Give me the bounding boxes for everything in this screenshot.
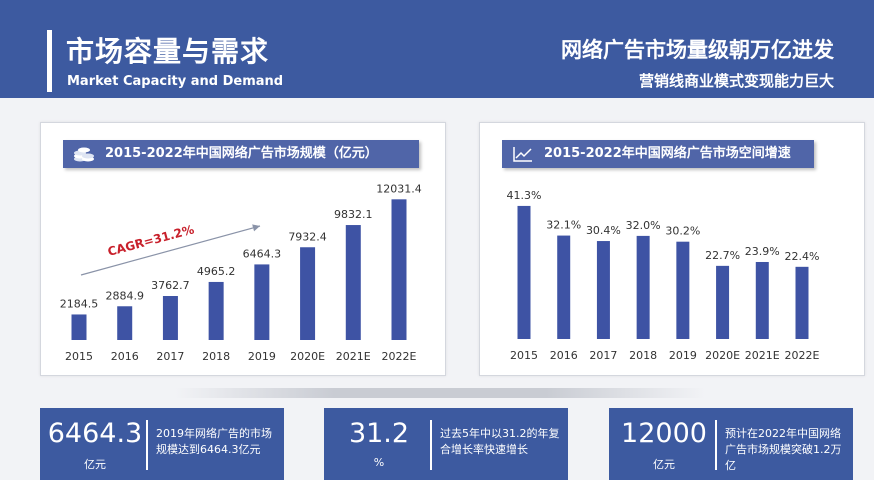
data-label: 22.4% <box>785 250 820 263</box>
growth-rate-header: 2015-2022年中国网络广告市场空间增速 <box>502 140 814 168</box>
data-label: 30.4% <box>586 224 621 237</box>
data-label: 12031.4 <box>376 182 422 195</box>
bar-2019 <box>254 264 270 340</box>
x-tick-label: 2019 <box>669 349 697 362</box>
bar-2020e <box>716 265 730 339</box>
data-label: 32.1% <box>546 219 581 232</box>
stat-divider <box>146 420 148 470</box>
bar-2016 <box>117 306 133 340</box>
x-tick-label: 2015 <box>510 349 538 362</box>
data-label: 30.2% <box>665 225 700 238</box>
stat-divider <box>430 420 432 470</box>
stat-card-market-size: 6464.3 亿元 2019年网络广告的市场规模达到6464.3亿元 <box>40 408 284 480</box>
x-tick-label: 2021E <box>336 350 371 363</box>
page-subtitle-en: Market Capacity and Demand <box>67 74 284 89</box>
x-tick-label: 2018 <box>202 350 230 363</box>
x-tick-label: 2021E <box>745 349 780 362</box>
x-tick-label: 2016 <box>550 349 578 362</box>
growth-rate-title: 2015-2022年中国网络广告市场空间增速 <box>544 146 791 161</box>
bar-2017 <box>596 241 610 339</box>
title-accent-bar <box>47 30 52 92</box>
bar-2021e <box>345 225 361 340</box>
data-label: 23.9% <box>745 245 780 258</box>
bar-2021e <box>755 261 769 339</box>
data-label: 3762.7 <box>151 279 190 292</box>
cagr-annotation: CAGR=31.2% <box>106 222 195 259</box>
stat-unit: % <box>373 456 385 469</box>
bar-2018 <box>636 235 650 339</box>
market-size-chart: 2184.5 2015 2884.9 2016 3762.7 2017 4965.2 2018… <box>60 182 422 363</box>
data-label: 22.7% <box>705 249 740 262</box>
slogan-main: 网络广告市场量级朝万亿进发 <box>561 38 834 62</box>
x-tick-label: 2020E <box>290 350 325 363</box>
x-tick-label: 2017 <box>589 349 617 362</box>
growth-rate-panel: 41.3% 2015 32.1% 2016 30.4% 2017 32.0% 2018 30.2… <box>479 122 865 376</box>
stat-value: 31.2 <box>348 418 410 449</box>
stat-value: 12000 <box>621 418 707 449</box>
data-label: 2884.9 <box>105 289 144 302</box>
x-tick-label: 2018 <box>629 349 657 362</box>
bar-2015 <box>71 314 87 340</box>
stat-description: 过去5年中以31.2的年复合增长率快速增长 <box>440 427 560 456</box>
x-tick-label: 2017 <box>156 350 184 363</box>
bar-2016 <box>557 235 571 339</box>
x-tick-label: 2019 <box>248 350 276 363</box>
bar-2022e <box>795 266 809 339</box>
data-label: 6464.3 <box>243 247 282 260</box>
bar-2022e <box>391 199 407 340</box>
growth-rate-chart: 41.3% 2015 32.1% 2016 30.4% 2017 32.0% 2018 30.2… <box>507 189 820 362</box>
x-tick-label: 2016 <box>111 350 139 363</box>
x-tick-label: 2015 <box>65 350 93 363</box>
data-label: 2184.5 <box>60 297 99 310</box>
slogan-sub: 营销线商业模式变现能力巨大 <box>638 72 834 90</box>
bar-2015 <box>517 205 531 339</box>
market-size-header: 2015-2022年中国网络广告市场规模（亿元） <box>63 140 419 168</box>
header-banner: 市场容量与需求 Market Capacity and Demand 网络广告市… <box>0 0 874 98</box>
stat-divider <box>715 420 717 470</box>
stat-card-cagr: 31.2 % 过去5年中以31.2的年复合增长率快速增长 <box>324 408 568 480</box>
bar-2020e <box>300 247 316 340</box>
market-size-panel: 2184.5 2015 2884.9 2016 3762.7 2017 4965.2 2018… <box>40 122 446 376</box>
cagr-arrow <box>80 224 261 276</box>
stat-unit: 亿元 <box>84 458 106 471</box>
x-tick-label: 2022E <box>382 350 417 363</box>
data-label: 7932.4 <box>288 230 327 243</box>
x-tick-label: 2020E <box>705 349 740 362</box>
stat-value: 6464.3 <box>47 418 143 449</box>
bar-2017 <box>162 296 178 340</box>
data-label: 4965.2 <box>197 265 236 278</box>
stat-unit: 亿元 <box>653 458 675 471</box>
line-chart-icon <box>513 147 532 162</box>
stat-card-forecast: 12000 亿元 预计在2022年中国网络广告市场规模突破1.2万亿 <box>609 408 853 480</box>
page-title: 市场容量与需求 <box>66 35 270 68</box>
stat-description: 2019年网络广告的市场规模达到6464.3亿元 <box>156 427 272 456</box>
bar-2018 <box>208 281 224 340</box>
stat-description: 预计在2022年中国网络广告市场规模突破1.2万亿 <box>725 427 842 472</box>
data-label: 9832.1 <box>334 208 373 221</box>
divider-band <box>175 388 705 398</box>
data-label: 32.0% <box>626 219 661 232</box>
x-tick-label: 2022E <box>785 349 820 362</box>
bar-2019 <box>676 241 690 339</box>
coins-icon <box>74 147 94 162</box>
market-size-title: 2015-2022年中国网络广告市场规模（亿元） <box>105 146 378 161</box>
data-label: 41.3% <box>507 189 542 202</box>
